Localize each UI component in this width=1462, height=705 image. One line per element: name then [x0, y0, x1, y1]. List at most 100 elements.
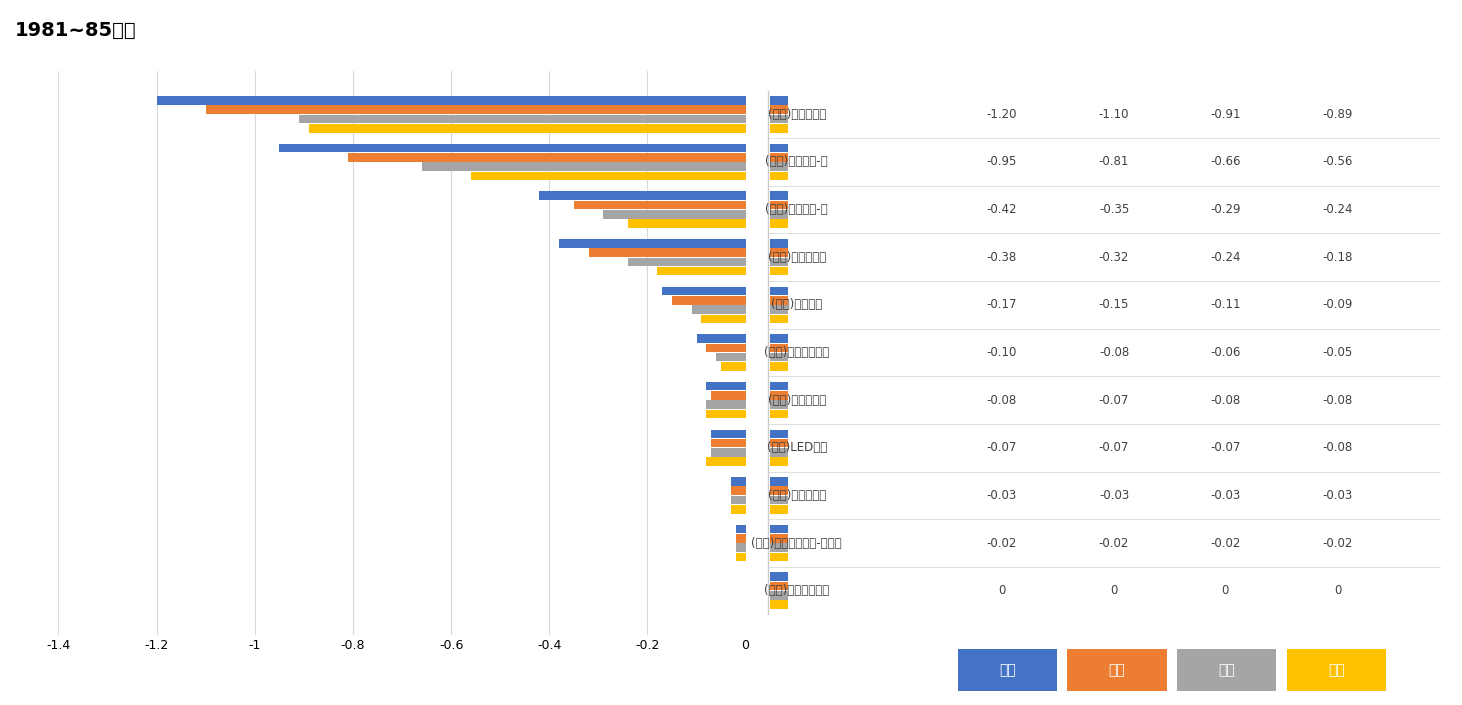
Bar [731, 496, 746, 504]
Text: -0.03: -0.03 [1099, 489, 1129, 502]
Bar [716, 353, 746, 362]
Text: -0.29: -0.29 [1211, 203, 1240, 216]
Text: -0.42: -0.42 [987, 203, 1016, 216]
Bar [712, 439, 746, 448]
Text: 0: 0 [1110, 584, 1118, 597]
Text: -0.02: -0.02 [1099, 537, 1129, 549]
Text: -0.95: -0.95 [987, 156, 1016, 168]
Bar [658, 267, 746, 276]
Text: (신설)전열교환기: (신설)전열교환기 [768, 251, 826, 264]
Bar [421, 162, 746, 171]
Text: -0.06: -0.06 [1211, 346, 1240, 359]
Text: -0.24: -0.24 [1211, 251, 1240, 264]
Bar [662, 287, 746, 295]
Text: 0: 0 [1221, 584, 1230, 597]
Bar [279, 144, 746, 152]
Text: -0.35: -0.35 [1099, 203, 1129, 216]
Text: 0: 0 [1333, 584, 1342, 597]
Bar [706, 400, 746, 409]
Bar [558, 239, 746, 247]
Bar [627, 219, 746, 228]
Bar [706, 382, 746, 391]
Bar [589, 248, 746, 257]
Text: -0.10: -0.10 [987, 346, 1016, 359]
Text: -0.02: -0.02 [1211, 537, 1240, 549]
Text: -0.08: -0.08 [987, 393, 1016, 407]
Text: -0.08: -0.08 [1323, 393, 1352, 407]
Text: (교체)기밀시공-하: (교체)기밀시공-하 [766, 156, 827, 168]
Text: 춘천: 춘천 [999, 663, 1016, 677]
Text: -0.08: -0.08 [1211, 393, 1240, 407]
Text: -0.03: -0.03 [1323, 489, 1352, 502]
Text: -0.91: -0.91 [1211, 108, 1240, 121]
Text: -0.05: -0.05 [1323, 346, 1352, 359]
Text: 서울: 서울 [1108, 663, 1126, 677]
Text: (신설)태양광설비: (신설)태양광설비 [768, 393, 826, 407]
Text: -0.08: -0.08 [1323, 441, 1352, 454]
Bar [706, 343, 746, 352]
Text: -0.07: -0.07 [1099, 441, 1129, 454]
Text: -0.02: -0.02 [1323, 537, 1352, 549]
Bar [696, 334, 746, 343]
Bar [673, 296, 746, 305]
Bar [735, 553, 746, 561]
Text: -1.20: -1.20 [987, 108, 1016, 121]
Bar [735, 525, 746, 534]
Text: -0.07: -0.07 [1211, 441, 1240, 454]
Text: -0.81: -0.81 [1099, 156, 1129, 168]
Text: 0: 0 [997, 584, 1006, 597]
Text: (교체)가스보일러: (교체)가스보일러 [768, 108, 826, 121]
Text: 대구: 대구 [1218, 663, 1235, 677]
Bar [573, 201, 746, 209]
Text: 부산: 부산 [1327, 663, 1345, 677]
Text: -0.24: -0.24 [1323, 203, 1352, 216]
Text: -0.17: -0.17 [987, 298, 1016, 312]
Text: -0.02: -0.02 [987, 537, 1016, 549]
Bar [712, 429, 746, 438]
Text: -0.08: -0.08 [1099, 346, 1129, 359]
Bar [721, 362, 746, 371]
Bar [308, 124, 746, 133]
Text: (교체)LED조명: (교체)LED조명 [766, 441, 827, 454]
Bar [706, 458, 746, 466]
Text: -0.15: -0.15 [1099, 298, 1129, 312]
Text: -0.38: -0.38 [987, 251, 1016, 264]
Text: 1981~85년대: 1981~85년대 [15, 21, 136, 40]
Text: -0.56: -0.56 [1323, 156, 1352, 168]
Text: (교체)전기히트펌프-에어컨: (교체)전기히트펌프-에어컨 [751, 537, 842, 549]
Text: (교체)단열계획: (교체)단열계획 [770, 298, 823, 312]
Bar [692, 305, 746, 314]
Bar [298, 115, 746, 123]
Bar [712, 391, 746, 400]
Text: -0.07: -0.07 [987, 441, 1016, 454]
Bar [156, 96, 746, 105]
Bar [539, 191, 746, 200]
Text: -1.10: -1.10 [1099, 108, 1129, 121]
Bar [604, 210, 746, 219]
Text: (신설)지열히트펌프: (신설)지열히트펌프 [765, 346, 829, 359]
Bar [735, 544, 746, 552]
Bar [731, 486, 746, 495]
Bar [731, 505, 746, 514]
Bar [702, 314, 746, 323]
Text: (신설)전통외부자양: (신설)전통외부자양 [765, 584, 829, 597]
Bar [706, 410, 746, 418]
Text: -0.03: -0.03 [1211, 489, 1240, 502]
Text: -0.18: -0.18 [1323, 251, 1352, 264]
Bar [348, 153, 746, 161]
Bar [712, 448, 746, 457]
Text: -0.07: -0.07 [1099, 393, 1129, 407]
Text: -0.09: -0.09 [1323, 298, 1352, 312]
Text: -0.66: -0.66 [1211, 156, 1240, 168]
Bar [731, 477, 746, 486]
Text: -0.03: -0.03 [987, 489, 1016, 502]
Text: -0.89: -0.89 [1323, 108, 1352, 121]
Bar [206, 106, 746, 114]
Bar [735, 534, 746, 543]
Text: -0.32: -0.32 [1099, 251, 1129, 264]
Bar [627, 257, 746, 266]
Text: (신설)태양열설비: (신설)태양열설비 [768, 489, 826, 502]
Bar [471, 171, 746, 180]
Text: -0.11: -0.11 [1211, 298, 1240, 312]
Text: (교체)기밀시공-상: (교체)기밀시공-상 [766, 203, 827, 216]
